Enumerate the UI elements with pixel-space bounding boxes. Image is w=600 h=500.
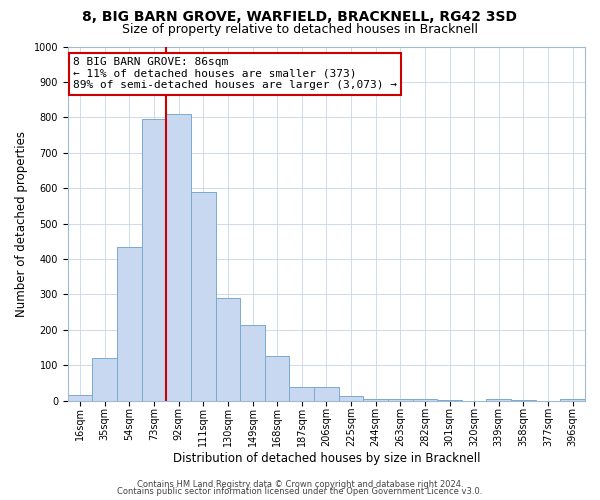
Bar — [92, 358, 117, 401]
Bar — [117, 246, 142, 400]
X-axis label: Distribution of detached houses by size in Bracknell: Distribution of detached houses by size … — [173, 452, 480, 465]
Bar — [289, 386, 314, 400]
Bar — [240, 324, 265, 400]
Bar — [388, 399, 413, 400]
Bar — [314, 386, 339, 400]
Text: 8, BIG BARN GROVE, WARFIELD, BRACKNELL, RG42 3SD: 8, BIG BARN GROVE, WARFIELD, BRACKNELL, … — [83, 10, 517, 24]
Text: Contains public sector information licensed under the Open Government Licence v3: Contains public sector information licen… — [118, 487, 482, 496]
Bar — [560, 399, 585, 400]
Bar — [413, 399, 437, 400]
Bar — [191, 192, 215, 400]
Bar — [215, 298, 240, 400]
Text: Contains HM Land Registry data © Crown copyright and database right 2024.: Contains HM Land Registry data © Crown c… — [137, 480, 463, 489]
Text: Size of property relative to detached houses in Bracknell: Size of property relative to detached ho… — [122, 22, 478, 36]
Bar — [339, 396, 364, 400]
Y-axis label: Number of detached properties: Number of detached properties — [15, 130, 28, 316]
Bar — [265, 356, 289, 401]
Text: 8 BIG BARN GROVE: 86sqm
← 11% of detached houses are smaller (373)
89% of semi-d: 8 BIG BARN GROVE: 86sqm ← 11% of detache… — [73, 57, 397, 90]
Bar — [68, 396, 92, 400]
Bar — [166, 114, 191, 401]
Bar — [487, 399, 511, 400]
Bar — [364, 399, 388, 400]
Bar — [142, 119, 166, 400]
